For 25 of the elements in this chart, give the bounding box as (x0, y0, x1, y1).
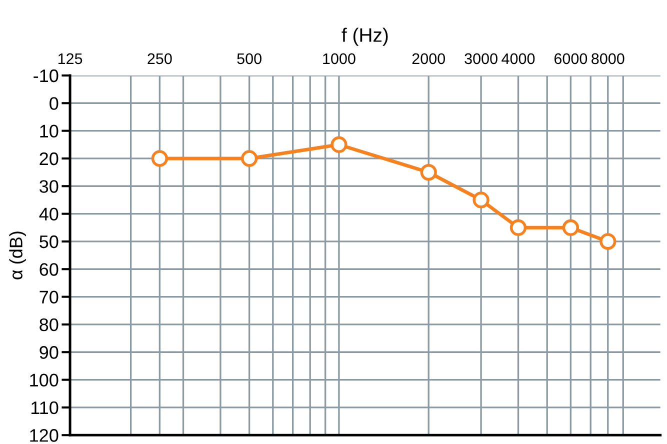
x-axis-title: f (Hz) (342, 28, 388, 46)
x-tick-label: 8000 (592, 53, 624, 64)
x-tick-label: 6000 (554, 53, 588, 64)
x-tick-label: 3000 (464, 53, 498, 64)
y-tick-label: 120 (30, 429, 58, 442)
y-tick-label: 20 (40, 152, 58, 166)
x-tick-label: 125 (58, 53, 82, 64)
y-axis-title: α (dB) (9, 232, 26, 280)
y-tick-label: 100 (30, 374, 58, 387)
x-tick-label: 250 (148, 53, 172, 64)
y-tick-label: 40 (39, 208, 58, 221)
y-tick-label: 0 (50, 97, 58, 110)
y-tick-label: 110 (32, 401, 58, 414)
y-tick-label: 90 (40, 346, 58, 359)
x-tick-label: 500 (237, 53, 262, 64)
y-tick-label: -10 (34, 69, 58, 82)
x-tick-label: 1000 (323, 53, 356, 64)
y-tick-label: 80 (40, 318, 58, 332)
x-tick-label: 2000 (412, 53, 446, 64)
y-tick-label: 50 (40, 235, 58, 248)
y-tick-label: 10 (40, 124, 58, 138)
y-tick-label: 70 (40, 290, 58, 304)
y-tick-label: 60 (40, 263, 58, 276)
x-tick-label: 4000 (502, 53, 535, 64)
y-tick-label: 30 (40, 180, 58, 193)
